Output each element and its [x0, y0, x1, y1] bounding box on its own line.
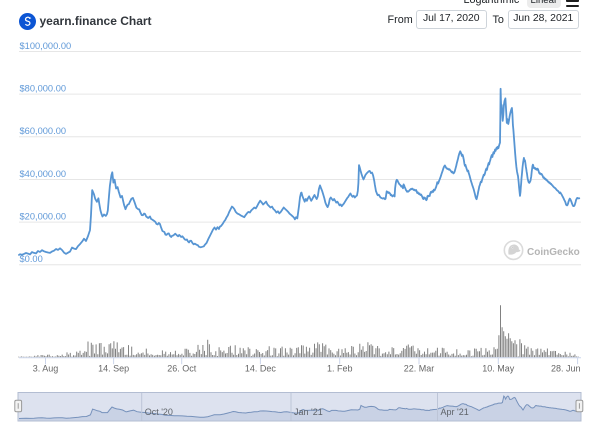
svg-text:$80,000.00: $80,000.00 — [20, 84, 67, 94]
svg-text:14. Sep: 14. Sep — [98, 363, 129, 373]
svg-text:22. Mar: 22. Mar — [404, 363, 435, 373]
svg-text:3. Aug: 3. Aug — [33, 363, 59, 373]
svg-text:14. Dec: 14. Dec — [245, 363, 277, 373]
svg-text:1. Feb: 1. Feb — [327, 363, 353, 373]
svg-text:$20,000.00: $20,000.00 — [20, 212, 67, 222]
svg-text:26. Oct: 26. Oct — [167, 363, 197, 373]
svg-text:$100,000.00: $100,000.00 — [20, 41, 72, 51]
svg-text:$0.00: $0.00 — [20, 254, 43, 264]
svg-text:$40,000.00: $40,000.00 — [20, 169, 67, 179]
svg-text:Apr '21: Apr '21 — [441, 407, 469, 417]
svg-text:Oct '20: Oct '20 — [145, 407, 173, 417]
svg-text:28. Jun: 28. Jun — [551, 363, 581, 373]
svg-text:10. May: 10. May — [482, 363, 515, 373]
svg-text:$60,000.00: $60,000.00 — [20, 126, 67, 136]
svg-text:CoinGecko: CoinGecko — [527, 247, 580, 258]
svg-text:Jan '21: Jan '21 — [294, 407, 323, 417]
